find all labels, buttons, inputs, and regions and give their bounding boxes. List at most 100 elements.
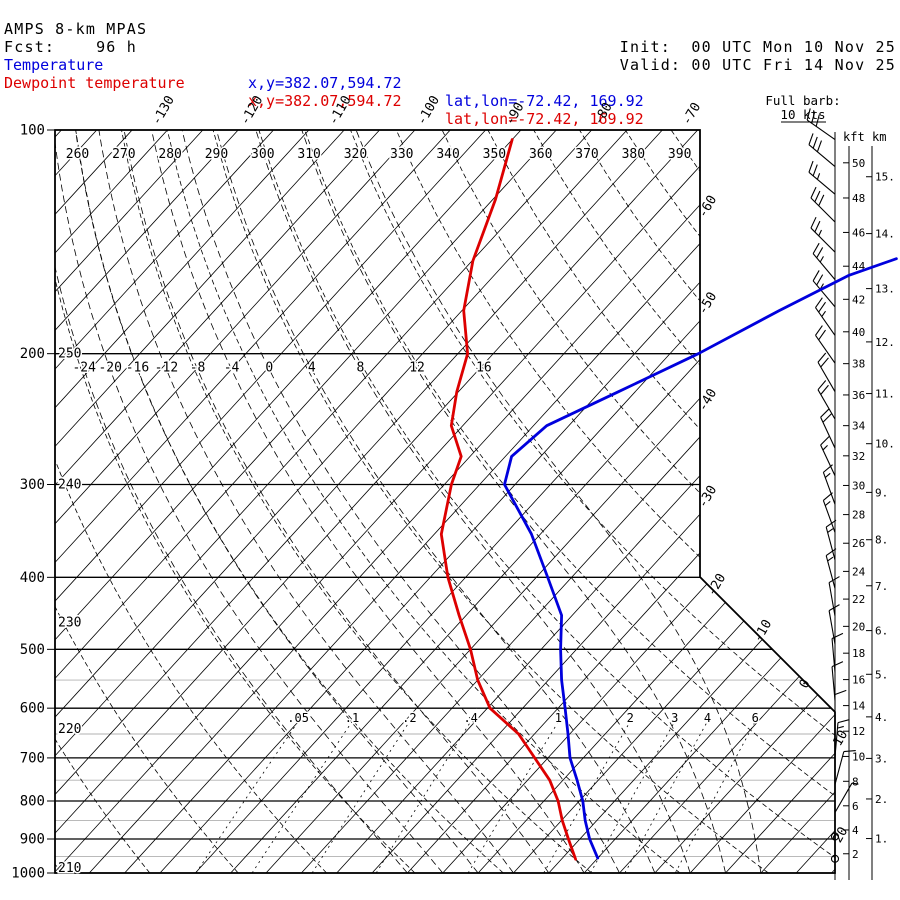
- svg-text:24: 24: [852, 565, 866, 578]
- svg-text:10.: 10.: [875, 438, 895, 451]
- svg-text:4.: 4.: [875, 711, 888, 724]
- svg-text:7.: 7.: [875, 580, 888, 593]
- svg-text:32: 32: [852, 450, 865, 463]
- svg-text:370: 370: [575, 147, 598, 162]
- svg-text:800: 800: [20, 793, 45, 809]
- dewpoint-legend-xy: x,y=382.07,594.72: [248, 92, 402, 110]
- svg-text:2: 2: [852, 848, 859, 861]
- svg-text:48: 48: [852, 192, 865, 205]
- svg-text:380: 380: [622, 147, 645, 162]
- mixing-ratio-labels: .05 .1 .2 .4 1 2 3 4 6: [286, 710, 761, 727]
- svg-text:210: 210: [58, 861, 81, 876]
- svg-text:22: 22: [852, 593, 865, 606]
- svg-text:390: 390: [668, 147, 691, 162]
- svg-text:38: 38: [852, 358, 865, 371]
- svg-text:-90: -90: [503, 100, 528, 128]
- isotherm-lines: [55, 130, 835, 873]
- svg-text:-70: -70: [679, 100, 704, 128]
- svg-text:240: 240: [58, 478, 81, 493]
- moist-adiabats: [55, 130, 762, 873]
- svg-text:290: 290: [205, 147, 228, 162]
- svg-text:8.: 8.: [875, 534, 888, 547]
- svg-text:230: 230: [58, 615, 81, 630]
- svg-text:Full barb:: Full barb:: [765, 93, 840, 108]
- svg-text:1000: 1000: [11, 866, 45, 882]
- svg-text:200: 200: [20, 346, 45, 362]
- svg-text:8: 8: [852, 775, 859, 788]
- svg-text:11.: 11.: [875, 388, 895, 401]
- svg-text:250: 250: [58, 347, 81, 362]
- theta-labels-left: 250 240 230 220 210: [57, 345, 83, 877]
- svg-text:15.: 15.: [875, 171, 895, 184]
- svg-text:-20: -20: [704, 571, 729, 599]
- svg-text:4: 4: [852, 824, 859, 837]
- theta-labels-top: 260 270 280 290 300 310 320 330 340 350 360 370 380 3…: [64, 146, 693, 164]
- pressure-axis-labels: 100 200 300 400 500 600 700 800 900 1000: [11, 123, 55, 882]
- svg-text:6: 6: [852, 800, 859, 813]
- svg-text:8: 8: [357, 361, 365, 376]
- temperature-curve: [503, 257, 898, 860]
- wind-barbs: [806, 108, 859, 863]
- svg-text:16: 16: [476, 361, 492, 376]
- svg-text:310: 310: [297, 147, 320, 162]
- svg-text:6: 6: [752, 711, 759, 725]
- km-axis: km 15. 14. 13. 12. 11. 10. 9. 8. 7. 6. 5. 4. 3. 2. 1.: [866, 130, 895, 880]
- init-time: Init: 00 UTC Mon 10 Nov 25: [619, 38, 896, 56]
- svg-text:12.: 12.: [875, 336, 895, 349]
- svg-text:-8: -8: [190, 361, 206, 376]
- svg-text:-110: -110: [326, 93, 355, 128]
- svg-text:42: 42: [852, 293, 865, 306]
- svg-text:260: 260: [66, 147, 89, 162]
- svg-text:5.: 5.: [875, 668, 888, 681]
- svg-text:-24: -24: [72, 361, 96, 376]
- svg-text:-16: -16: [126, 361, 149, 376]
- svg-text:16: 16: [852, 674, 865, 687]
- svg-text:46: 46: [852, 226, 865, 239]
- svg-text:20: 20: [852, 620, 865, 633]
- svg-text:900: 900: [20, 832, 45, 848]
- svg-text:50: 50: [852, 157, 865, 170]
- svg-text:600: 600: [20, 701, 45, 717]
- svg-text:3.: 3.: [875, 752, 888, 765]
- svg-text:320: 320: [344, 147, 367, 162]
- temperature-legend-latlon: lat,lon=-72.42, 169.92: [445, 92, 644, 110]
- svg-text:360: 360: [529, 147, 552, 162]
- svg-text:3: 3: [671, 711, 678, 725]
- svg-text:.05: .05: [287, 711, 309, 725]
- model-title: AMPS 8-km MPAS: [4, 20, 148, 38]
- dewpoint-legend-label: Dewpoint temperature: [4, 74, 185, 92]
- svg-text:km: km: [872, 130, 886, 144]
- svg-text:1.: 1.: [875, 833, 888, 846]
- svg-text:340: 340: [436, 147, 459, 162]
- svg-text:18: 18: [852, 647, 865, 660]
- svg-text:20: 20: [830, 825, 851, 846]
- svg-text:6.: 6.: [875, 625, 888, 638]
- svg-text:30: 30: [852, 479, 865, 492]
- wind-barb-legend: Full barb:10 kts: [765, 93, 841, 123]
- svg-text:1: 1: [555, 711, 562, 725]
- svg-text:100: 100: [20, 123, 45, 139]
- legend-dewpoint-row: Dewpoint temperature x,y=382.07,594.72 l…: [0, 56, 900, 128]
- svg-text:220: 220: [58, 722, 81, 737]
- valid-time: Valid: 00 UTC Fri 14 Nov 25: [619, 56, 896, 74]
- svg-text:-120: -120: [238, 93, 267, 128]
- svg-text:12: 12: [409, 361, 425, 376]
- svg-text:26: 26: [852, 537, 865, 550]
- svg-text:10: 10: [852, 750, 865, 763]
- dewpoint-legend-latlon: lat,lon=-72.42, 169.92: [445, 110, 644, 128]
- temperature-legend-xy: x,y=382.07,594.72: [248, 74, 402, 92]
- svg-text:-100: -100: [414, 93, 443, 128]
- svg-text:500: 500: [20, 642, 45, 658]
- svg-text:40: 40: [852, 326, 865, 339]
- svg-text:300: 300: [20, 477, 45, 493]
- svg-text:34: 34: [852, 420, 866, 433]
- svg-text:14.: 14.: [875, 228, 895, 241]
- svg-text:-10: -10: [751, 617, 776, 645]
- svg-text:14: 14: [852, 700, 866, 713]
- svg-text:-130: -130: [149, 93, 178, 128]
- mixing-ratio-lines: [195, 721, 756, 873]
- svg-text:-80: -80: [591, 100, 616, 128]
- svg-text:0: 0: [265, 361, 273, 376]
- forecast-hour: Fcst: 96 h: [4, 38, 137, 56]
